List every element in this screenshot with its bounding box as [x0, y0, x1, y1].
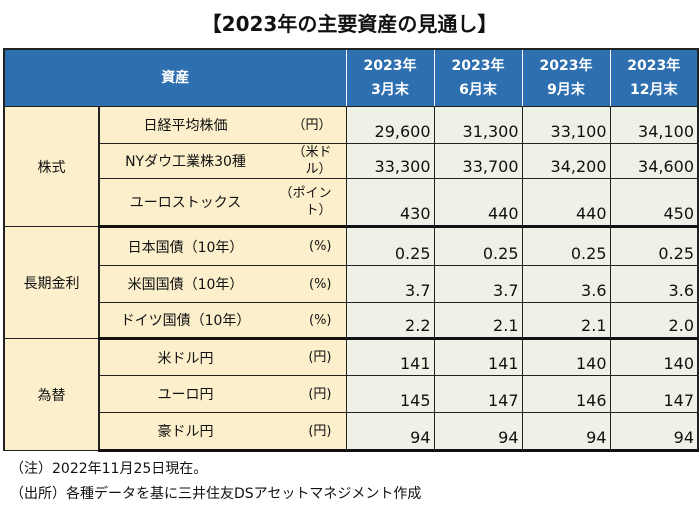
table-row: 長期金利 日本国債（10年） (%) 0.25 0.25 0.25 0.25: [3, 226, 699, 339]
forecast-value: 29,600: [345, 106, 435, 144]
forecast-value: 147: [433, 375, 523, 413]
forecast-value: 2.2: [345, 302, 435, 340]
header-period-line: 9月末: [547, 82, 585, 98]
forecast-value: 440: [521, 178, 611, 228]
asset-unit: （円）: [271, 106, 347, 144]
forecast-value: 94: [521, 412, 611, 452]
forecast-value: 33,300: [345, 143, 435, 179]
page-title: 【2023年の主要資産の見通し】: [201, 12, 498, 36]
asset-name: 日経平均株価: [98, 106, 271, 144]
asset-unit: (%): [271, 265, 347, 303]
group-label: 為替: [3, 338, 100, 451]
asset-name: ユーロストックス: [98, 178, 271, 228]
header-period-line: 2023年: [363, 58, 417, 74]
note-date: （注）2022年11月25日現在。: [10, 461, 208, 477]
table-row: ユーロストックス （ポイント） 430 440 440 450: [4, 178, 699, 228]
forecast-value: 145: [345, 375, 435, 413]
group-label: 株式: [3, 106, 100, 227]
forecast-value: 31,300: [433, 106, 523, 144]
table-row: NYダウ工業株30種 （米ドル） 33,300 33,700 34,200 34,600: [4, 143, 699, 179]
asset-unit: (%): [271, 302, 347, 340]
header-period-line: 3月末: [371, 82, 409, 98]
forecast-value: 3.7: [345, 265, 435, 303]
header-period-line: 12月末: [630, 82, 678, 98]
table-row: 株式 日経平均株価 （円） 29,600 31,300 33,100 34,100: [3, 106, 699, 227]
forecast-value: 2.1: [433, 302, 523, 340]
asset-name: ユーロ円: [98, 375, 271, 413]
header-period-line: 2023年: [451, 58, 505, 74]
forecast-value: 3.6: [609, 265, 699, 303]
forecast-value: 34,100: [609, 106, 699, 144]
asset-name: 米ドル円: [98, 338, 271, 376]
asset-unit: （ポイント）: [271, 178, 347, 228]
asset-unit: （米ドル）: [271, 143, 347, 179]
forecast-value: 3.7: [433, 265, 523, 303]
forecast-value: 94: [609, 412, 699, 452]
asset-unit: (円): [271, 375, 347, 413]
forecast-value: 2.0: [609, 302, 699, 340]
forecast-value: 34,200: [521, 143, 611, 179]
forecast-value: 141: [345, 338, 435, 376]
forecast-value: 147: [609, 375, 699, 413]
outlook-table: 資産 2023年 3月末 2023年 6月末 2023年 9月末 2023年 12月末 株式 日経…: [3, 48, 699, 452]
note-source: （出所）各種データを基に三井住友DSアセットマネジメント作成: [10, 486, 422, 502]
forecast-value: 94: [345, 412, 435, 452]
header-period: 2023年 12月末: [609, 48, 699, 107]
forecast-value: 146: [521, 375, 611, 413]
header-asset: 資産: [3, 48, 347, 107]
table-row: ドイツ国債（10年） (%) 2.2 2.1 2.1 2.0: [4, 302, 699, 340]
forecast-value: 450: [609, 178, 699, 228]
forecast-value: 0.25: [433, 226, 523, 266]
table-row: 米国国債（10年） (%) 3.7 3.7 3.6 3.6: [4, 265, 699, 303]
asset-unit: (円): [271, 412, 347, 452]
forecast-value: 141: [433, 338, 523, 376]
table-row: 為替 米ドル円 (円) 141 141 140 140: [3, 338, 699, 451]
header-period: 2023年 3月末: [345, 48, 435, 107]
forecast-value: 440: [433, 178, 523, 228]
forecast-value: 3.6: [521, 265, 611, 303]
forecast-value: 0.25: [345, 226, 435, 266]
header-period: 2023年 6月末: [433, 48, 523, 107]
header-period-line: 2023年: [539, 58, 593, 74]
header-period-line: 6月末: [459, 82, 497, 98]
asset-name: ドイツ国債（10年）: [98, 302, 271, 340]
asset-name: 豪ドル円: [98, 412, 271, 452]
asset-name: 米国国債（10年）: [98, 265, 271, 303]
header-period: 2023年 9月末: [521, 48, 611, 107]
forecast-value: 34,600: [609, 143, 699, 179]
notes: （注）2022年11月25日現在。 （出所）各種データを基に三井住友DSアセット…: [10, 457, 421, 507]
table-row: ユーロ円 (円) 145 147 146 147: [4, 375, 699, 413]
forecast-value: 0.25: [609, 226, 699, 266]
asset-name: 日本国債（10年）: [98, 226, 271, 266]
group-label: 長期金利: [3, 226, 100, 339]
forecast-value: 140: [609, 338, 699, 376]
table-row: 豪ドル円 (円) 94 94 94 94: [4, 412, 699, 452]
forecast-value: 2.1: [521, 302, 611, 340]
header-period-line: 2023年: [627, 58, 681, 74]
asset-unit: (%): [271, 226, 347, 266]
forecast-value: 33,100: [521, 106, 611, 144]
asset-name: NYダウ工業株30種: [98, 143, 271, 179]
forecast-value: 0.25: [521, 226, 611, 266]
forecast-value: 430: [345, 178, 435, 228]
forecast-value: 33,700: [433, 143, 523, 179]
forecast-value: 140: [521, 338, 611, 376]
forecast-value: 94: [433, 412, 523, 452]
asset-unit: (円): [271, 338, 347, 376]
